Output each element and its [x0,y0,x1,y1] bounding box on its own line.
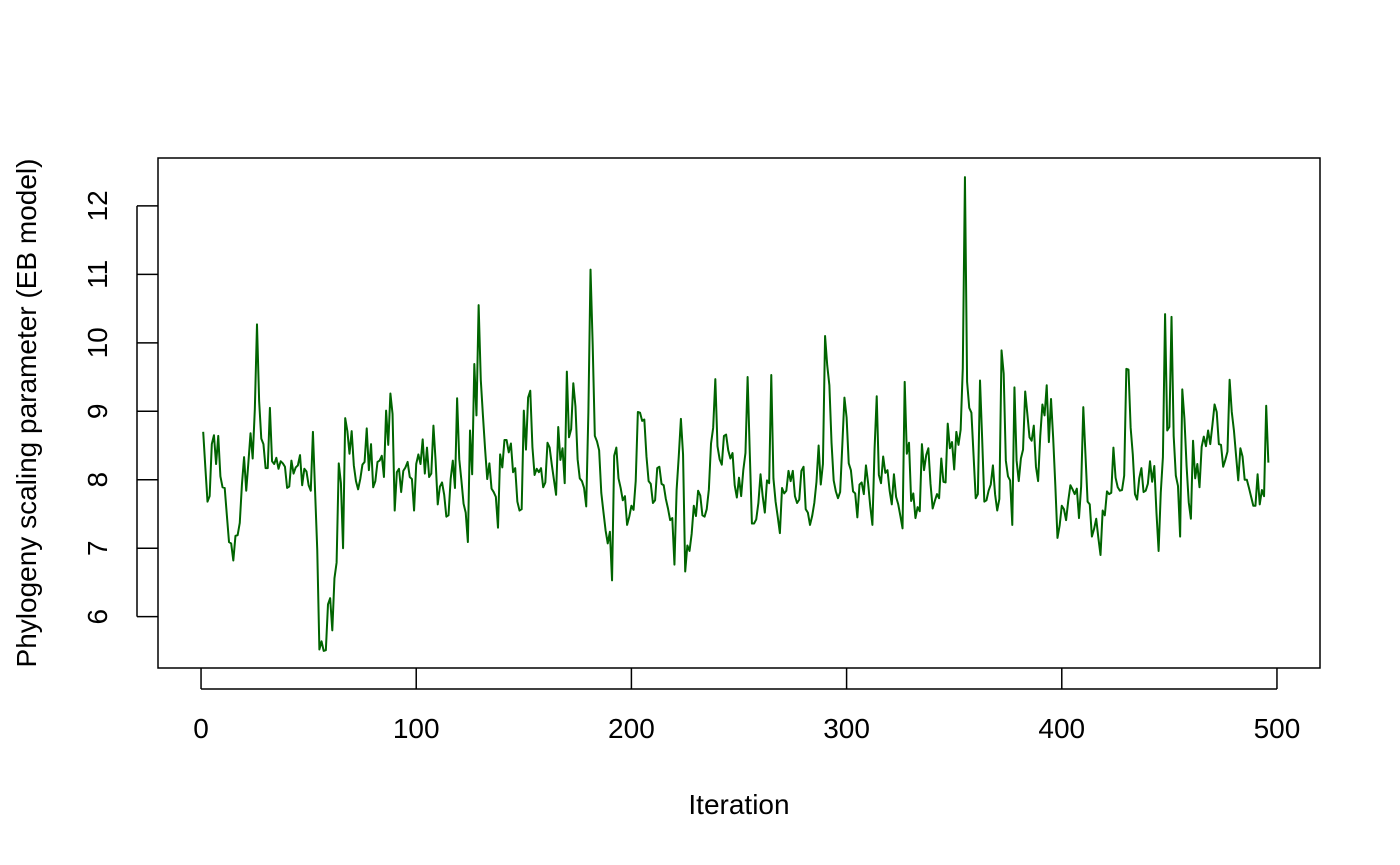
y-tick-label: 9 [82,403,113,419]
x-tick-label: 100 [393,713,440,744]
series-line [202,176,1270,652]
plot-box [157,157,1321,669]
x-axis-label: Iteration [688,789,789,820]
x-tick-label: 400 [1038,713,1085,744]
y-axis-label: Phylogeny scaling parameter (EB model) [11,159,42,668]
x-tick-label: 500 [1254,713,1301,744]
y-tick-label: 7 [82,540,113,556]
x-axis: 0 100 200 300 400 500 [193,668,1300,744]
x-tick-label: 300 [823,713,870,744]
y-axis: 6 7 8 9 10 11 12 [82,190,158,624]
y-tick-label: 10 [82,327,113,358]
y-tick-label: 6 [82,609,113,625]
x-tick-label: 200 [608,713,655,744]
y-tick-label: 12 [82,190,113,221]
y-tick-label: 8 [82,472,113,488]
x-tick-label: 0 [193,713,209,744]
y-tick-label: 11 [82,260,113,289]
